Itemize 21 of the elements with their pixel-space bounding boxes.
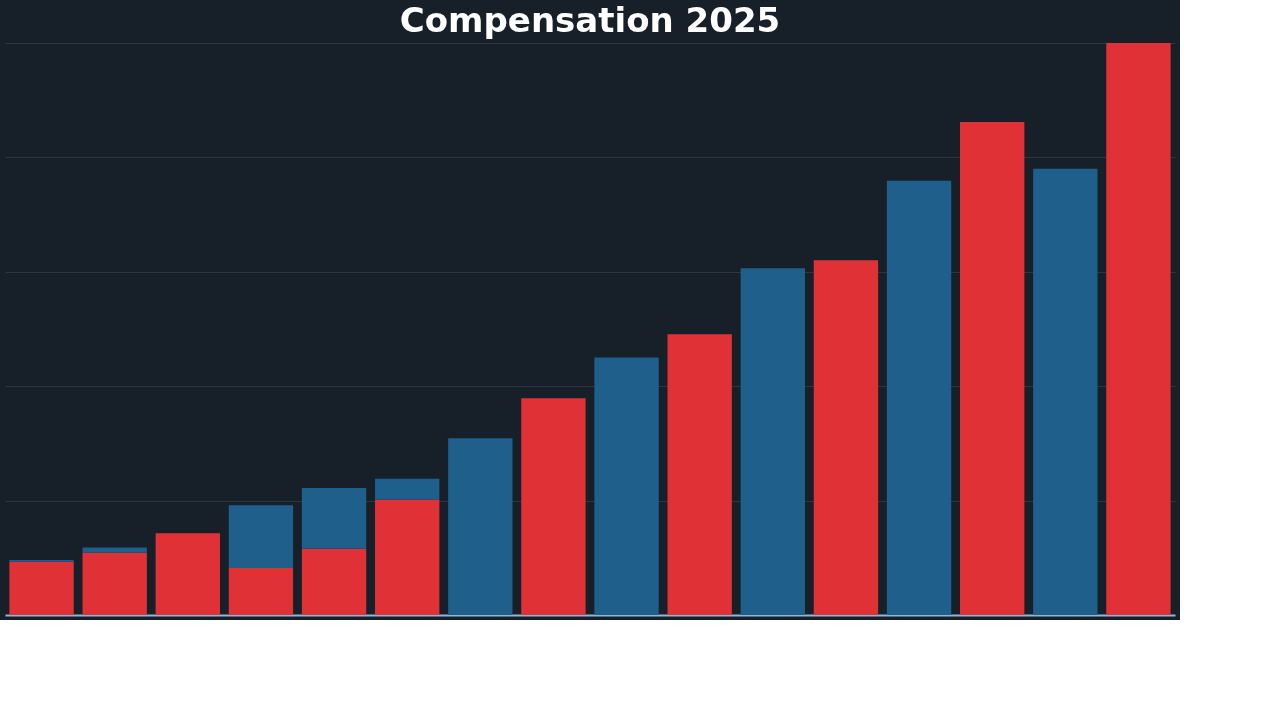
bar [301,548,367,615]
bar [375,478,440,500]
bar [82,547,147,553]
bar [228,505,294,569]
bar [82,552,147,615]
bar [155,533,220,615]
bar [228,568,294,615]
bar [448,438,513,615]
chart-title: Compensation 2025 [399,0,781,40]
bar [301,488,367,549]
bar [1033,168,1098,615]
bar [813,260,879,615]
bar [594,357,659,615]
bar [740,268,805,615]
bar [1106,43,1171,615]
bar [375,499,440,615]
bar [667,334,732,615]
bar [9,561,74,615]
bar [960,121,1025,615]
bar [521,398,586,615]
bar [886,180,952,615]
